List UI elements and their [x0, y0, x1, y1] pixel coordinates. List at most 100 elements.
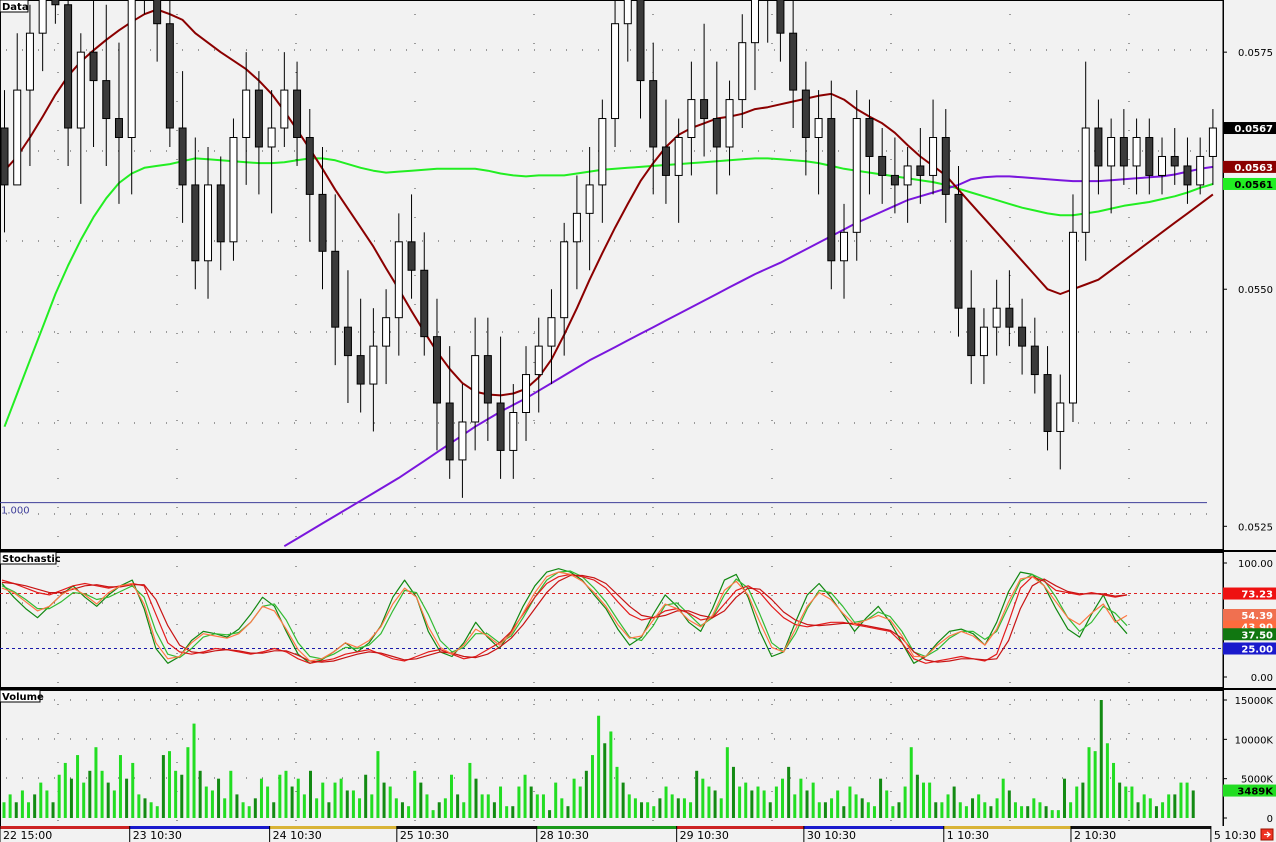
volume-bar — [548, 810, 552, 818]
volume-bar — [922, 782, 925, 818]
panel-title-box-stochastic — [0, 551, 57, 565]
price-badge-label: 0.0561 — [1234, 180, 1273, 191]
volume-bar — [425, 794, 429, 818]
volume-bar — [1075, 786, 1079, 818]
candle-body — [471, 355, 480, 423]
volume-bar — [1154, 806, 1158, 818]
volume-bar — [866, 802, 870, 818]
time-axis-session-bar — [1070, 826, 1211, 829]
volume-bar — [615, 766, 619, 818]
candle-body — [280, 89, 289, 129]
volume-bar — [750, 790, 754, 818]
candle-body — [547, 317, 556, 347]
time-axis-session-bar — [536, 826, 677, 829]
time-axis-session-bar — [803, 826, 944, 829]
volume-bar — [315, 798, 319, 818]
candle-body — [331, 250, 340, 328]
volume-bar — [762, 790, 766, 818]
candle-body — [954, 193, 963, 309]
volume-bar — [952, 786, 956, 818]
volume-bar — [768, 802, 772, 818]
volume-bar — [971, 798, 975, 818]
stochastic-tick-label: 100.00 — [1238, 559, 1273, 570]
candle-body — [38, 0, 47, 34]
volume-bar — [161, 755, 165, 818]
candle-body — [1056, 402, 1065, 432]
candle-body — [1018, 326, 1027, 347]
volume-bar — [523, 774, 527, 818]
panel-title-box-price — [0, 0, 29, 13]
candle-body — [356, 355, 365, 385]
stochastic-badge-label: 25.00 — [1241, 645, 1273, 656]
volume-last-badge — [1223, 784, 1276, 797]
volume-bar — [462, 802, 466, 818]
stochastic-badge — [1223, 608, 1276, 621]
volume-bar — [1099, 700, 1103, 818]
volume-bar — [284, 770, 288, 818]
volume-bar — [474, 778, 478, 818]
time-axis-label: 23 10:30 — [133, 829, 182, 842]
volume-bar — [903, 786, 907, 818]
volume-bar — [1105, 743, 1109, 818]
volume-bar — [321, 782, 325, 818]
volume-bar — [689, 802, 693, 818]
volume-bar — [1185, 782, 1189, 818]
volume-bar — [223, 798, 227, 818]
volume-bar — [891, 806, 895, 818]
volume-bar — [174, 770, 178, 818]
candle-body — [1043, 374, 1052, 432]
volume-bar — [1136, 802, 1140, 818]
volume-bar — [364, 774, 368, 818]
volume-bar — [590, 755, 594, 818]
volume-bar — [731, 766, 735, 818]
volume-bar — [63, 762, 67, 818]
time-axis-session-bar — [676, 826, 804, 829]
candle-body — [343, 326, 352, 357]
candle-body — [636, 0, 645, 82]
time-axis-session-bar — [396, 826, 537, 829]
volume-bar — [499, 786, 503, 818]
candle-body — [827, 118, 836, 262]
volume-bar — [456, 794, 460, 818]
volume-bar — [351, 790, 355, 818]
volume-bar — [253, 798, 257, 818]
candle-body — [51, 0, 60, 6]
volume-bar — [1161, 802, 1165, 818]
candle-body — [1107, 137, 1116, 167]
candle-body — [445, 402, 454, 461]
candle-body — [649, 80, 658, 148]
stochastic-tick-label: 0.00 — [1251, 673, 1273, 684]
candle-body — [25, 32, 34, 91]
candle-body — [623, 0, 632, 25]
volume-bar — [192, 723, 196, 818]
volume-bar — [836, 790, 840, 818]
volume-bar — [125, 778, 129, 818]
candle-body — [13, 89, 22, 186]
volume-bar — [1038, 802, 1042, 818]
time-axis-label: 22 15:00 — [3, 829, 52, 842]
candle-body — [204, 184, 213, 262]
volume-bar — [27, 802, 31, 818]
volume-bar — [676, 798, 680, 818]
candle-body — [420, 269, 429, 338]
candle-body — [789, 32, 798, 91]
candle-body — [1119, 137, 1128, 167]
volume-bar — [1191, 790, 1195, 818]
candle-body — [941, 137, 950, 195]
volume-bar — [1124, 786, 1128, 818]
volume-bar — [1007, 790, 1011, 818]
volume-bar — [100, 770, 104, 818]
volume-bar — [756, 786, 760, 818]
candle-body — [967, 307, 976, 357]
volume-bar — [1062, 778, 1066, 818]
volume-bar — [210, 790, 214, 818]
price-tick-label: 0.0575 — [1238, 48, 1273, 59]
candle-body — [916, 165, 925, 176]
volume-bar — [805, 790, 809, 818]
volume-bar — [419, 782, 423, 818]
stochastic-line-k-fast — [1, 568, 1128, 664]
volume-bar — [928, 782, 932, 818]
volume-bar — [830, 798, 834, 818]
candle-body — [611, 23, 620, 120]
